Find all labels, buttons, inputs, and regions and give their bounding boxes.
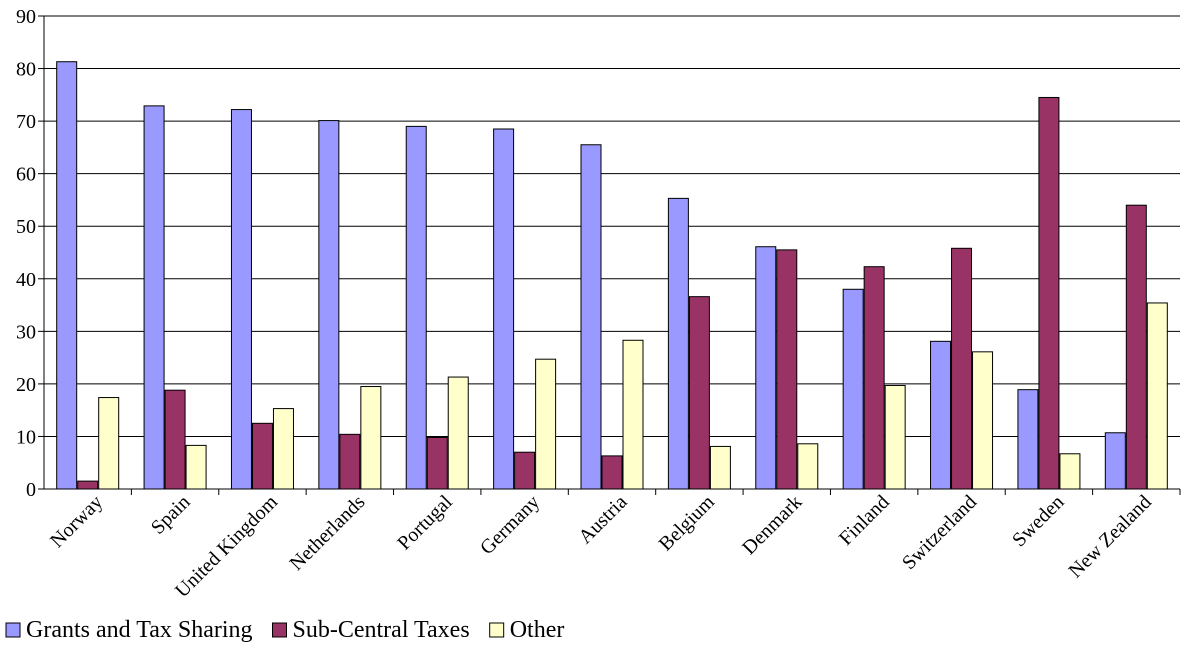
bar-grants-and-tax-sharing-new-zealand	[1104, 432, 1126, 490]
y-tick-label: 80	[16, 59, 36, 81]
y-tick-label: 50	[16, 216, 36, 238]
y-tick-label: 0	[26, 479, 36, 501]
x-tick-label: New Zealand	[1065, 491, 1156, 582]
bars	[56, 61, 1168, 490]
bar-other-germany	[535, 358, 557, 490]
y-axis: 0 10 20 30 40 50 60 70 80 90	[16, 6, 45, 501]
bar-other-netherlands	[360, 386, 382, 490]
bar-other-portugal	[447, 376, 469, 490]
gridlines	[44, 15, 1180, 437]
legend-swatch	[5, 622, 21, 638]
y-tick-label: 60	[16, 164, 36, 186]
bar-other-finland	[884, 384, 906, 490]
bar-grants-and-tax-sharing-austria	[580, 144, 602, 490]
bar-grants-and-tax-sharing-finland	[842, 288, 864, 490]
y-tick-label: 20	[16, 374, 36, 396]
y-tick-label: 30	[16, 321, 36, 343]
bar-other-switzerland	[972, 351, 994, 490]
legend-label: Other	[510, 617, 565, 643]
x-tick-label: Netherlands	[285, 491, 369, 575]
x-tick-label: Spain	[147, 491, 195, 539]
bar-other-sweden	[1059, 453, 1081, 490]
x-tick-label: Norway	[46, 491, 107, 552]
bar-grants-and-tax-sharing-united-kingdom	[230, 109, 252, 490]
y-tick-label: 40	[16, 269, 36, 291]
bar-grants-and-tax-sharing-norway	[56, 61, 78, 490]
bar-other-new-zealand	[1146, 302, 1168, 490]
bar-sub-central-taxes-switzerland	[951, 247, 973, 490]
x-tick-label: Finland	[835, 491, 894, 550]
x-tick-label: Austria	[574, 491, 631, 548]
bar-other-austria	[622, 339, 644, 490]
bar-other-denmark	[797, 443, 819, 490]
bar-grants-and-tax-sharing-belgium	[667, 197, 689, 490]
bar-grants-and-tax-sharing-spain	[143, 105, 165, 490]
bar-grants-and-tax-sharing-denmark	[755, 246, 777, 490]
x-tick-label: Germany	[476, 491, 544, 559]
bar-other-spain	[185, 444, 207, 490]
legend: Grants and Tax Sharing Sub-Central Taxes O…	[5, 617, 565, 643]
bar-grants-and-tax-sharing-netherlands	[318, 120, 340, 490]
bar-sub-central-taxes-austria	[601, 455, 623, 490]
bar-sub-central-taxes-netherlands	[339, 433, 361, 490]
bar-sub-central-taxes-united-kingdom	[251, 422, 273, 490]
legend-swatch	[489, 622, 505, 638]
bar-sub-central-taxes-denmark	[776, 249, 798, 490]
x-tick-label: Belgium	[655, 491, 720, 556]
x-tick-label: Switzerland	[898, 491, 981, 574]
bar-other-united-kingdom	[272, 408, 294, 490]
bar-sub-central-taxes-new-zealand	[1125, 204, 1147, 490]
bar-other-norway	[98, 397, 120, 490]
bar-grants-and-tax-sharing-portugal	[405, 125, 427, 490]
bar-grants-and-tax-sharing-sweden	[1017, 389, 1039, 490]
bar-sub-central-taxes-portugal	[426, 436, 448, 490]
legend-label: Grants and Tax Sharing	[26, 617, 253, 643]
legend-swatch	[272, 622, 287, 638]
bar-sub-central-taxes-norway	[77, 480, 99, 490]
bar-sub-central-taxes-spain	[164, 389, 186, 490]
bar-other-belgium	[709, 445, 731, 490]
y-tick-label: 70	[16, 111, 36, 133]
x-tick-label: Denmark	[738, 491, 806, 559]
bar-grants-and-tax-sharing-switzerland	[930, 340, 952, 490]
legend-label: Sub-Central Taxes	[293, 617, 470, 643]
y-tick-label: 10	[16, 426, 36, 448]
bar-sub-central-taxes-germany	[514, 451, 536, 490]
x-tick-label: Sweden	[1008, 491, 1068, 551]
bar-sub-central-taxes-finland	[863, 266, 885, 490]
bar-sub-central-taxes-belgium	[688, 296, 710, 490]
y-tick-label: 90	[16, 6, 36, 28]
x-tick-label: Portugal	[393, 491, 457, 555]
bar-grants-and-tax-sharing-germany	[493, 128, 515, 490]
bar-sub-central-taxes-sweden	[1038, 96, 1060, 490]
